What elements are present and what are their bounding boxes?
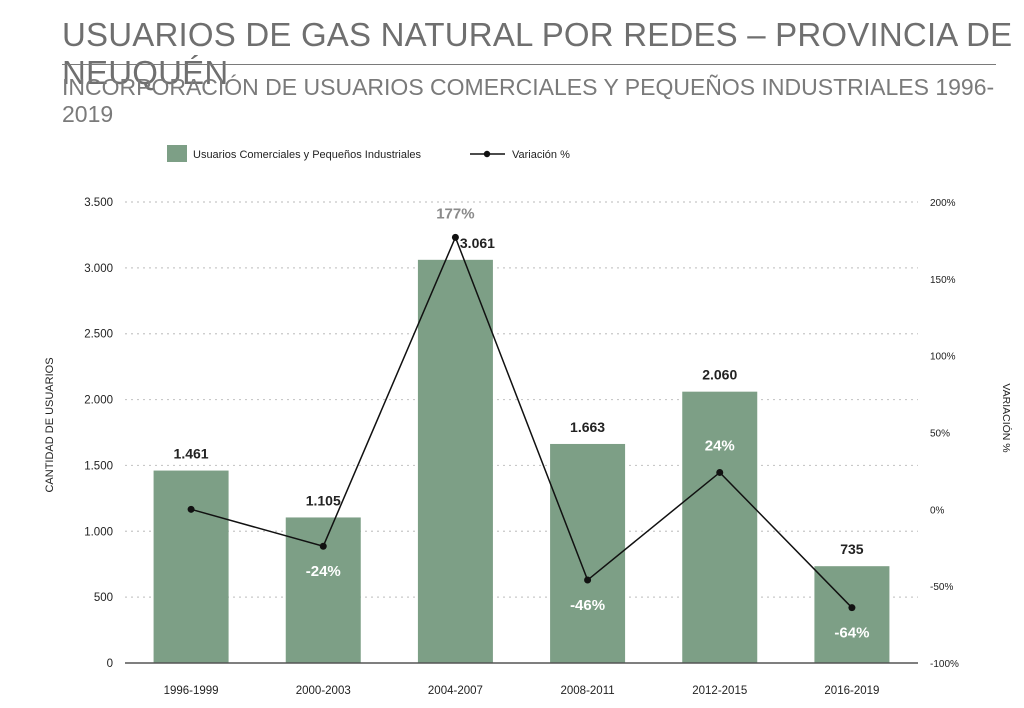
x-tick-label: 2000-2003: [296, 685, 351, 697]
variation-point: [716, 468, 724, 476]
y-tick-label: 3.000: [84, 263, 113, 275]
legend-line-marker: [483, 150, 491, 158]
x-tick-label: 2016-2019: [824, 685, 879, 697]
variation-line: [190, 235, 853, 609]
y-right-tick-label: -100%: [930, 659, 959, 670]
variation-point: [187, 505, 195, 513]
bar-value-label: 735: [840, 541, 864, 557]
variation-point: [451, 233, 459, 241]
variation-value-label: 177%: [436, 205, 474, 222]
y-right-axis-title: VARIACIÓN %: [1000, 383, 1013, 452]
bar-value-label: 1.663: [570, 419, 605, 435]
bar: [153, 470, 229, 663]
bar: [285, 517, 361, 663]
y-tick-label: 2.000: [84, 395, 113, 407]
chart-title: USUARIOS DE GAS NATURAL POR REDES – PROV…: [62, 16, 1013, 91]
x-tick-label: 2012-2015: [692, 685, 747, 697]
y-tick-label: 500: [94, 592, 113, 604]
variation-point: [848, 604, 856, 612]
bar-value-label: 1.105: [306, 492, 341, 508]
y-tick-label: 3.500: [84, 197, 113, 209]
legend-bar-label: Usuarios Comerciales y Pequeños Industri…: [193, 149, 422, 161]
y-right-tick-label: 0%: [930, 505, 945, 516]
x-tick-label: 1996-1999: [164, 685, 219, 697]
variation-point: [584, 576, 592, 584]
legend-bar-swatch: [167, 145, 187, 162]
variation-point: [319, 542, 327, 550]
y-tick-label: 1.500: [84, 460, 113, 472]
y-right-tick-label: 150%: [930, 275, 956, 286]
y-tick-label: 1.000: [84, 526, 113, 538]
y-right-tick-label: -50%: [930, 582, 953, 593]
legend-line-label: Variación %: [512, 149, 570, 161]
x-tick-label: 2008-2011: [561, 685, 615, 697]
bar: [417, 259, 493, 663]
y-right-tick-label: 100%: [930, 352, 956, 363]
bar: [550, 443, 626, 663]
y-axis-title: CANTIDAD DE USUARIOS: [44, 357, 56, 492]
y-right-tick-label: 50%: [930, 429, 950, 440]
variation-value-label: -24%: [306, 563, 341, 580]
y-tick-label: 0: [107, 658, 113, 670]
chart-subtitle: INCORPORACIÓN DE USUARIOS COMERCIALES Y …: [62, 74, 995, 127]
x-tick-label: 2004-2007: [428, 685, 483, 697]
bar-value-label: 2.060: [702, 367, 737, 383]
variation-value-label: 24%: [705, 437, 735, 454]
y-right-tick-label: 200%: [930, 198, 956, 209]
variation-value-label: -64%: [834, 625, 869, 642]
title-divider: [62, 64, 996, 65]
y-tick-label: 2.500: [84, 329, 113, 341]
bar: [682, 391, 758, 663]
bar-value-label: 1.461: [174, 446, 209, 462]
variation-value-label: -46%: [570, 597, 605, 614]
bar-value-label: 3.061: [460, 235, 495, 251]
